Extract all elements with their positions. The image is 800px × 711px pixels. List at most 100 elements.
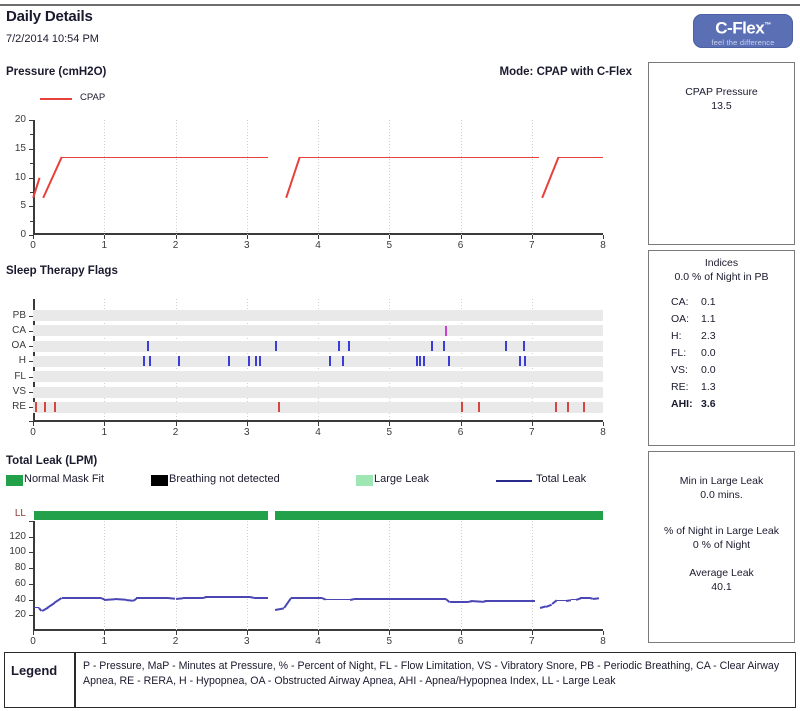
x-tick: [460, 235, 462, 239]
gridline: [460, 120, 462, 235]
cpap-pressure-value: 13.5: [711, 100, 732, 112]
flag-mark: [504, 341, 507, 352]
series-segment: [449, 601, 468, 603]
x-tick-label: 4: [315, 240, 321, 251]
x-tick: [318, 422, 319, 426]
flag-mark: [583, 402, 586, 413]
flag-mark: [419, 356, 422, 367]
legend-swatch-2: [356, 475, 373, 486]
gridline: [531, 521, 533, 631]
flag-mark: [554, 402, 557, 413]
series-segment: [34, 606, 39, 609]
index-value: 0.0: [701, 347, 716, 359]
flag-mark: [328, 356, 331, 367]
x-tick: [104, 422, 106, 426]
x-tick: [246, 422, 248, 426]
x-tick: [318, 235, 319, 239]
flag-row-h: [33, 355, 603, 367]
legend-line-3: [496, 480, 532, 482]
x-tick: [603, 235, 604, 239]
series-segment: [556, 599, 566, 602]
flag-row-label: PB: [12, 309, 26, 321]
y-tick-label: 10: [14, 171, 26, 183]
flag-mark: [567, 402, 570, 413]
flag-row-label: FL: [14, 370, 26, 382]
x-tick-label: 2: [172, 427, 179, 438]
leak-section-title: Total Leak (LPM): [6, 455, 98, 467]
x-tick-label: 3: [243, 636, 250, 647]
series-segment: [485, 600, 536, 602]
flag-mark: [278, 402, 281, 413]
flag-mark: [54, 402, 57, 413]
x-tick: [389, 235, 391, 239]
flag-mark: [248, 356, 251, 367]
pressure-section-title: Pressure (cmH2O): [6, 66, 107, 78]
y-tick: [29, 552, 33, 554]
trademark-icon: ™: [764, 22, 771, 29]
y-axis: [33, 120, 35, 235]
indices-pb-line: 0.0 % of Night in PB: [674, 271, 769, 283]
x-tick-label: 5: [386, 240, 393, 251]
x-tick-label: 0: [30, 240, 36, 251]
flag-mark: [478, 402, 481, 413]
gridline: [318, 120, 319, 235]
index-row: CA: 0.1: [649, 294, 794, 311]
x-tick: [246, 631, 248, 635]
x-tick-label: 3: [243, 240, 250, 251]
legend-box: Legend P - Pressure, MaP - Minutes at Pr…: [4, 652, 796, 708]
legend-box-label: Legend: [11, 663, 58, 678]
flag-row-oa: [33, 340, 603, 352]
legend-label-0: Normal Mask Fit: [24, 473, 105, 485]
flag-mark: [227, 356, 230, 367]
x-tick-label: 4: [315, 636, 321, 647]
row-tick: [29, 361, 33, 363]
series-segment: [205, 596, 251, 598]
c-flex-logo: C-Flex™ feel the difference: [693, 14, 793, 48]
gridline: [531, 120, 533, 235]
pressure-legend-label: CPAP: [80, 92, 106, 103]
index-row: VS: 0.0: [649, 362, 794, 379]
series-segment: [299, 156, 539, 159]
index-value: 0.1: [701, 296, 716, 308]
series-segment: [471, 600, 482, 603]
flag-mark: [444, 325, 447, 336]
row-tick: [29, 346, 33, 348]
row-tick: [29, 407, 33, 409]
mask-fit-bar: [34, 511, 269, 520]
flag-row-fl: [33, 371, 603, 383]
series-segment: [541, 157, 560, 199]
x-tick-label: 7: [528, 427, 535, 438]
row-tick: [29, 392, 33, 393]
x-tick-label: 6: [457, 240, 464, 251]
header-divider: [0, 4, 800, 6]
flag-row-label: CA: [12, 324, 26, 336]
x-tick-label: 4: [315, 427, 321, 438]
flag-mark: [275, 341, 278, 352]
flag-mark: [518, 356, 521, 367]
flag-row-label: OA: [11, 340, 26, 352]
pressure-chart: [29, 120, 604, 239]
index-row: AHI: 3.6: [649, 396, 794, 413]
series-segment: [325, 598, 351, 601]
x-tick-label: 5: [386, 636, 393, 647]
series-segment: [353, 597, 447, 600]
flag-mark: [347, 341, 350, 352]
y-tick: [29, 536, 33, 538]
flag-mark: [143, 356, 146, 367]
average-leak-value: 40.1: [711, 581, 732, 593]
therapy-mode-label: Mode: CPAP with C-Flex: [499, 66, 632, 78]
series-segment: [253, 597, 269, 599]
legend-box-divider: [74, 653, 76, 707]
flag-mark: [460, 402, 463, 413]
x-tick: [104, 235, 106, 239]
cpap-pressure-label: CPAP Pressure: [685, 86, 758, 98]
x-tick: [531, 235, 533, 239]
index-row: FL: 0.0: [649, 345, 794, 362]
x-tick: [33, 235, 34, 239]
index-key: RE:: [671, 381, 689, 393]
c-flex-logo-name: C-Flex™: [693, 14, 793, 38]
pressure-legend: CPAP: [40, 92, 160, 106]
x-tick-label: 8: [600, 240, 606, 251]
x-tick: [603, 422, 604, 426]
pct-night-large-leak-value: 0 % of Night: [692, 539, 751, 551]
